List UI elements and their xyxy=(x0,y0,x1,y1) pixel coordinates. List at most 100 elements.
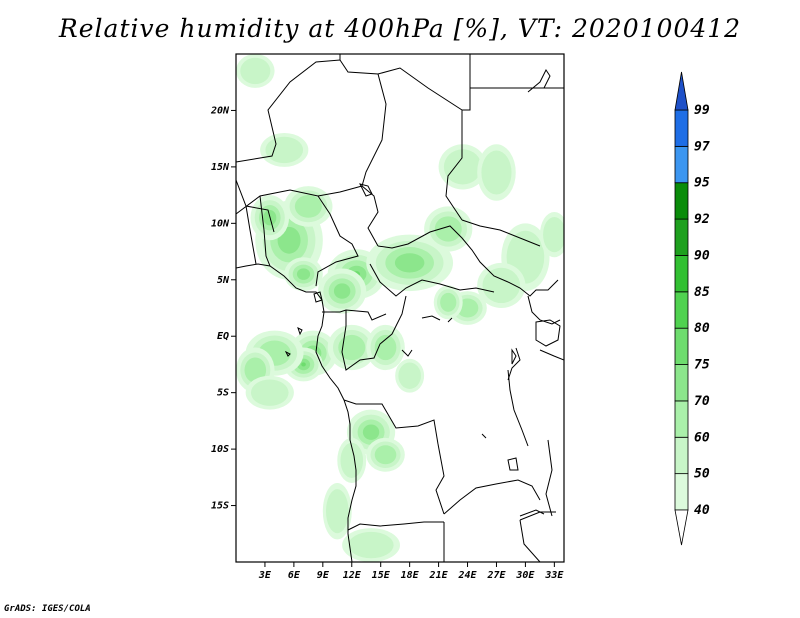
latitude-labels: 20N 15N 10N 5N EQ 5S 10S 15S xyxy=(210,105,236,512)
colorbar-box xyxy=(674,364,689,402)
lake-kivu xyxy=(511,348,517,365)
lat-tick-label: 5S xyxy=(217,388,229,399)
colorbar-label: 80 xyxy=(694,321,710,336)
colorbar-box xyxy=(674,145,689,184)
island-1 xyxy=(284,350,291,357)
lat-tick-label: 15N xyxy=(211,162,230,173)
colorbar-label: 70 xyxy=(694,394,710,409)
coast-northeast xyxy=(527,69,551,93)
border-drc-west xyxy=(343,399,439,445)
country-borders xyxy=(236,54,564,562)
colorbar-label: 95 xyxy=(694,176,710,191)
lake-mweru xyxy=(507,457,519,471)
border-zimbabwe xyxy=(519,511,556,521)
border-togo xyxy=(259,195,271,267)
humidity-patch xyxy=(250,379,289,406)
lat-tick-label: 20N xyxy=(210,105,230,116)
colorbar-label: 92 xyxy=(694,212,710,227)
lat-tick-label: 5N xyxy=(217,275,230,286)
lat-tick-label: 15S xyxy=(211,501,229,512)
colorbar-box xyxy=(674,291,689,329)
lat-tick-label: 10N xyxy=(211,218,230,229)
border-botswana xyxy=(519,519,541,562)
humidity-patch xyxy=(362,424,380,440)
lon-tick-label: 33E xyxy=(544,570,564,581)
humidity-patch xyxy=(482,267,521,304)
border-mali xyxy=(236,179,275,233)
border-uganda xyxy=(527,295,561,325)
island-saotome xyxy=(297,327,303,336)
border-chad-west xyxy=(361,185,379,247)
colorbar-under-triangle xyxy=(674,509,689,546)
border-north-4 xyxy=(445,54,471,221)
humidity-patch xyxy=(240,57,271,85)
river-2 xyxy=(481,433,487,439)
border-sudan-ss xyxy=(461,219,541,247)
border-car xyxy=(377,225,509,283)
border-zambia xyxy=(443,479,541,515)
lon-tick-label: 9E xyxy=(317,570,330,581)
colorbar-label: 97 xyxy=(694,139,710,154)
humidity-patch xyxy=(374,445,397,465)
border-car-south xyxy=(369,263,495,297)
river-1 xyxy=(401,349,413,357)
lon-tick-label: 27E xyxy=(486,570,506,581)
humidity-patch xyxy=(543,217,564,253)
colorbar-label: 99 xyxy=(694,103,710,118)
colorbar-over-triangle xyxy=(674,71,689,111)
island-bioko xyxy=(313,291,323,303)
lon-tick-label: 3E xyxy=(258,570,272,581)
colorbar-box xyxy=(674,255,689,293)
humidity-patch xyxy=(374,334,397,361)
lon-tick-label: 21E xyxy=(429,570,449,581)
lake-victoria xyxy=(535,319,561,347)
river-congo-2 xyxy=(447,317,453,323)
colorbar-label: 75 xyxy=(694,358,710,373)
colorbar-box xyxy=(674,327,689,365)
colorbar-label: 40 xyxy=(694,503,710,518)
border-ghana xyxy=(245,205,257,265)
lon-tick-label: 30E xyxy=(515,570,535,581)
coastline-west xyxy=(236,263,357,562)
map-title: Relative humidity at 400hPa [%], VT: 202… xyxy=(58,14,742,43)
humidity-patch xyxy=(296,268,311,280)
lon-tick-label: 12E xyxy=(343,570,362,581)
colorbar-box xyxy=(674,436,689,475)
humidity-patch xyxy=(301,362,306,367)
border-lake-tanganyika xyxy=(507,369,529,447)
border-south-sudan xyxy=(507,279,559,297)
humidity-patch xyxy=(333,283,351,299)
border-niger-nigeria xyxy=(236,185,363,215)
border-rwanda xyxy=(507,347,521,381)
border-nigeria-east xyxy=(315,195,359,287)
lat-tick-label: 10S xyxy=(211,444,229,455)
colorbar-box xyxy=(674,400,689,438)
humidity-patch xyxy=(434,216,462,242)
border-cameroon-gabon xyxy=(322,309,387,321)
humidity-patch xyxy=(265,136,304,164)
humidity-patch xyxy=(340,442,364,479)
border-tanzania xyxy=(539,349,564,361)
border-angola-east xyxy=(435,443,445,515)
colorbar: 40 50 60 70 75 80 85 90 92 95 97 99 xyxy=(674,71,710,546)
river-congo-1 xyxy=(421,315,441,321)
humidity-patch xyxy=(326,489,349,534)
border-angola-south xyxy=(347,521,444,531)
colorbar-box xyxy=(674,182,689,220)
colorbar-box xyxy=(674,218,689,256)
colorbar-label: 90 xyxy=(694,248,710,263)
humidity-patch xyxy=(440,292,457,312)
humidity-patch xyxy=(338,334,366,361)
humidity-patch xyxy=(348,531,394,559)
longitude-labels: 3E 6E 9E 12E 15E 18E 21E 24E 27E 30E 33E xyxy=(258,562,564,581)
border-congo xyxy=(341,295,407,371)
border-north-3 xyxy=(377,67,463,111)
humidity-patch xyxy=(398,362,421,389)
lon-tick-label: 24E xyxy=(457,570,477,581)
colorbar-box xyxy=(674,109,689,147)
colorbar-label: 50 xyxy=(694,467,710,482)
lon-tick-label: 18E xyxy=(401,570,420,581)
lake-kariba xyxy=(519,509,545,517)
border-malawi xyxy=(545,439,553,517)
